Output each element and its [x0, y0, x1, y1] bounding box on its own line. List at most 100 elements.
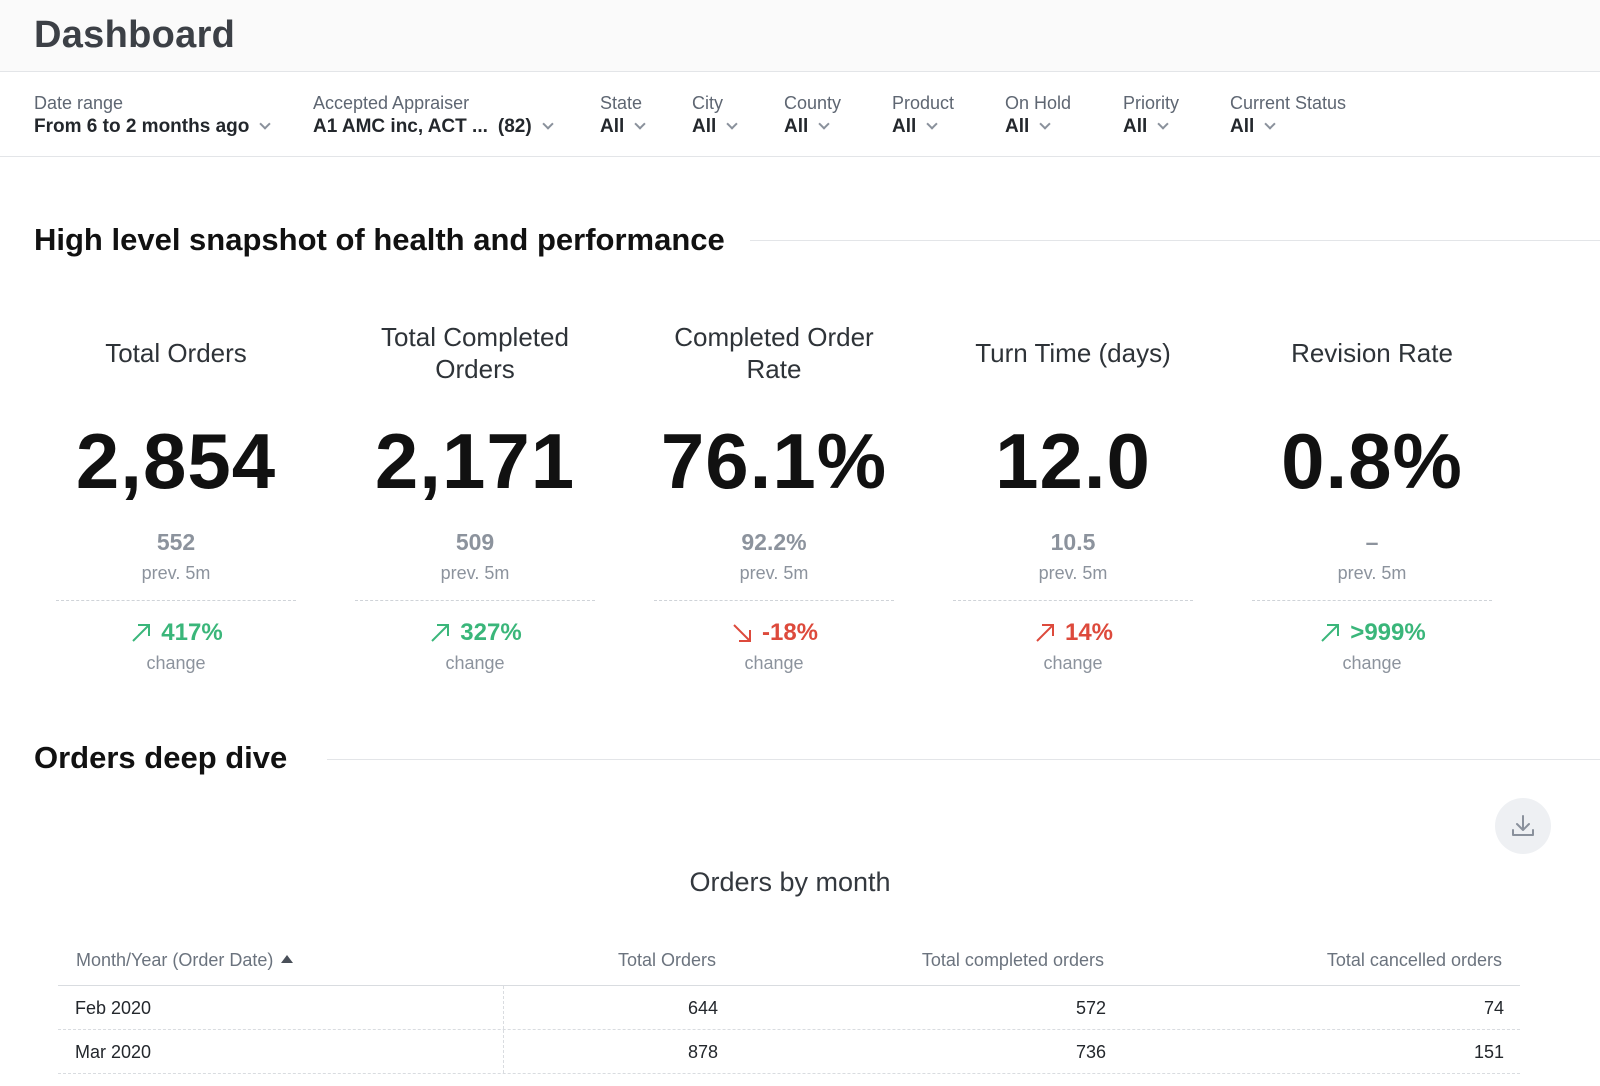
kpi-value: 12.0 [995, 417, 1151, 505]
filter-value: From 6 to 2 months ago [34, 116, 250, 137]
kpi-value: 2,854 [75, 417, 277, 505]
kpi-previous-label: prev. 5m [739, 563, 809, 583]
filter-label: County [784, 93, 842, 113]
kpi-value: 2,171 [374, 417, 576, 505]
filter-city[interactable]: City All [692, 92, 738, 140]
filter-state[interactable]: State All [600, 92, 646, 140]
snapshot-section-title: High level snapshot of health and perfor… [34, 222, 725, 257]
filter-date-range[interactable]: Date range From 6 to 2 months ago [34, 92, 272, 140]
deep-dive-section-title: Orders deep dive [34, 740, 288, 775]
filter-value: All [692, 116, 717, 137]
cell-total-cancelled: 74 [1483, 998, 1504, 1018]
filter-label: Current Status [1230, 93, 1347, 113]
filter-product[interactable]: Product All [892, 92, 954, 140]
filter-value: All [892, 116, 917, 137]
table-row: Mar 2020 878 736 151 [58, 1030, 1520, 1074]
kpi-change: 14% [953, 619, 1193, 647]
kpi-value: 0.8% [1281, 417, 1463, 505]
filter-label: Priority [1123, 93, 1180, 113]
kpi-title: Completed Order Rate [674, 322, 874, 384]
filter-accepted-appraiser[interactable]: Accepted Appraiser A1 AMC inc, ACT ... (8… [313, 92, 554, 140]
cell-total-completed: 736 [1075, 1042, 1106, 1062]
arrow-up-right-icon [1036, 624, 1054, 642]
kpi-change: 327% [355, 619, 595, 647]
table-header: Month/Year (Order Date) Total Orders Tot… [58, 930, 1520, 986]
kpi-change: >999% [1252, 619, 1492, 647]
cell-month: Feb 2020 [75, 998, 152, 1018]
filter-on-hold[interactable]: On Hold All [1005, 92, 1071, 140]
kpi-previous-value: 552 [156, 529, 196, 555]
filter-county[interactable]: County All [784, 92, 841, 140]
filter-value: All [600, 116, 625, 137]
arrow-up-right-icon [431, 624, 450, 642]
kpi-change-value: 14% [1064, 619, 1114, 646]
kpi-change-label: change [1043, 653, 1103, 673]
column-header-total-completed[interactable]: Total completed orders [921, 950, 1104, 970]
download-icon [1512, 815, 1534, 836]
kpi-change: -18% [654, 619, 894, 647]
filter-label: Date range [34, 93, 124, 113]
kpi-divider [1252, 600, 1492, 601]
cell-month: Mar 2020 [75, 1042, 152, 1062]
kpi-previous-value: 92.2% [741, 529, 807, 555]
kpi-change-value: >999% [1350, 619, 1426, 646]
kpi-card-turn-time: Turn Time (days) 12.0 10.5 prev. 5m 14% … [953, 318, 1193, 674]
chevron-down-icon [926, 118, 938, 130]
column-header-total-cancelled[interactable]: Total cancelled orders [1326, 950, 1502, 970]
column-header-total-orders[interactable]: Total Orders [617, 950, 716, 970]
section-divider [750, 240, 1600, 241]
sort-ascending-icon [281, 955, 294, 963]
filter-bar: Date range From 6 to 2 months ago Accept… [0, 72, 1600, 157]
chevron-down-icon [1157, 118, 1169, 130]
kpi-card-total-completed-orders: Total Completed Orders 2,171 509 prev. 5… [355, 318, 595, 674]
kpi-previous-value: 10.5 [1050, 529, 1096, 555]
kpi-card-completed-order-rate: Completed Order Rate 76.1% 92.2% prev. 5… [654, 318, 894, 674]
kpi-change-value: 327% [460, 619, 522, 646]
cell-total-orders: 878 [687, 1042, 718, 1062]
chevron-down-icon [1039, 118, 1051, 130]
cell-total-completed: 572 [1075, 998, 1106, 1018]
kpi-divider [654, 600, 894, 601]
kpi-previous-value: – [1365, 529, 1379, 555]
section-divider [327, 759, 1600, 760]
table-title: Orders by month [689, 867, 891, 897]
filter-label: State [600, 93, 643, 113]
column-header-month-year[interactable]: Month/Year (Order Date) [76, 950, 294, 971]
arrow-up-right-icon [132, 624, 151, 642]
kpi-previous-value: 509 [455, 529, 495, 555]
column-separator [503, 1030, 504, 1073]
kpi-divider [355, 600, 595, 601]
chevron-down-icon [542, 118, 554, 130]
filter-label: City [692, 93, 723, 113]
filter-priority[interactable]: Priority All [1123, 92, 1179, 140]
kpi-previous-label: prev. 5m [440, 563, 510, 583]
kpi-title: Total Completed Orders [381, 322, 569, 384]
kpi-change-value: -18% [761, 619, 819, 646]
kpi-change-label: change [1342, 653, 1402, 673]
kpi-change-label: change [445, 653, 505, 673]
arrow-up-right-icon [1321, 624, 1340, 642]
chevron-down-icon [634, 118, 646, 130]
filter-value: All [1123, 116, 1148, 137]
filter-current-status[interactable]: Current Status All [1230, 92, 1346, 140]
kpi-change-label: change [146, 653, 206, 673]
filter-label: Accepted Appraiser [313, 93, 470, 113]
kpi-change: 417% [56, 619, 296, 647]
chevron-down-icon [1264, 118, 1276, 130]
chevron-down-icon [726, 118, 738, 130]
kpi-previous-label: prev. 5m [141, 563, 211, 583]
arrow-down-right-icon [733, 624, 751, 642]
download-button[interactable] [1495, 798, 1551, 854]
kpi-card-total-orders: Total Orders 2,854 552 prev. 5m 417% cha… [56, 318, 296, 674]
filter-value: All [1005, 116, 1030, 137]
kpi-change-label: change [744, 653, 804, 673]
orders-by-month-table: Month/Year (Order Date) Total Orders Tot… [58, 930, 1520, 1074]
page-title: Dashboard [34, 14, 236, 56]
filter-value: A1 AMC inc, ACT ... [313, 116, 488, 137]
table-row: Feb 2020 644 572 74 [58, 986, 1520, 1030]
cell-total-cancelled: 151 [1473, 1042, 1504, 1062]
filter-label: On Hold [1005, 93, 1072, 113]
chevron-down-icon [818, 118, 830, 130]
chevron-down-icon [259, 118, 272, 130]
filter-label: Product [892, 93, 955, 113]
